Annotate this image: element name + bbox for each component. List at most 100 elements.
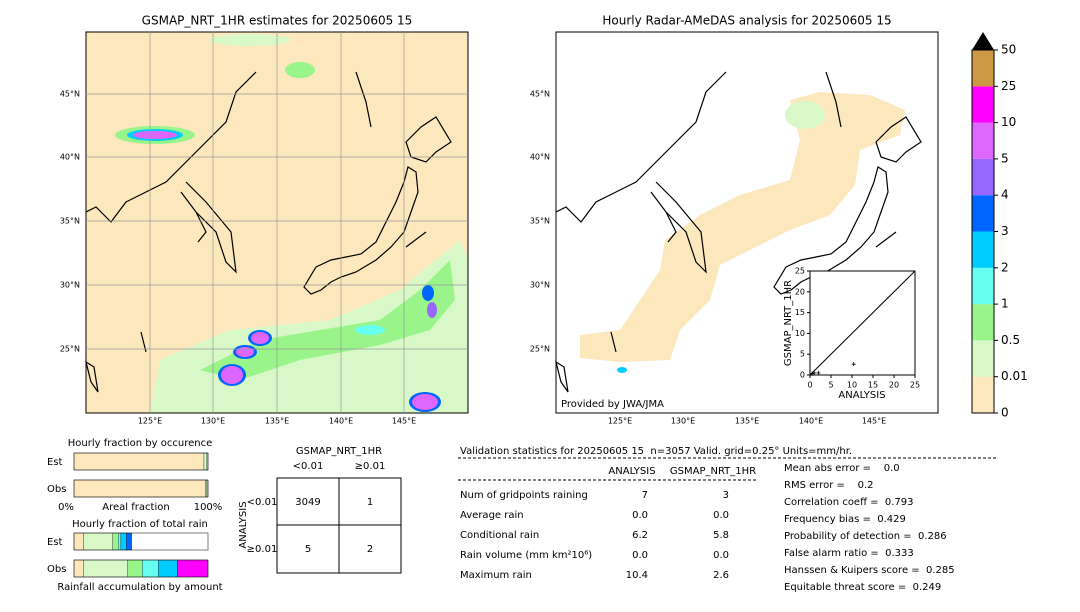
lon-label: 135°E xyxy=(265,417,289,426)
x-tick-label: 0 xyxy=(807,381,812,390)
fraction-segment xyxy=(112,532,119,551)
row-label: Conditional rain xyxy=(460,530,539,541)
col-label: <0.01 xyxy=(293,461,324,472)
lon-label: 140°E xyxy=(799,417,823,426)
lon-label: 145°E xyxy=(392,417,416,426)
colorbar-segment xyxy=(972,267,994,305)
row-label: Rain volume (mm km²10⁶) xyxy=(460,550,592,561)
lat-label: 40°N xyxy=(60,153,80,162)
y-tick-label: 20 xyxy=(795,287,805,296)
lat-label: 30°N xyxy=(530,281,550,290)
score: Mean abs error = 0.0 xyxy=(784,463,900,474)
colorbar-segment xyxy=(972,376,994,413)
fraction-segment xyxy=(142,559,159,578)
x-axis-label: 100% xyxy=(194,502,223,513)
bar-frame xyxy=(73,532,209,551)
fraction-segment xyxy=(73,559,84,578)
x-axis-label: ANALYSIS xyxy=(838,390,885,401)
fraction-segment xyxy=(73,479,206,498)
row-label: Maximum rain xyxy=(460,570,532,581)
lat-label: 25°N xyxy=(60,345,80,354)
point xyxy=(808,373,812,377)
colorbar-segment xyxy=(972,304,994,341)
bar-frame xyxy=(73,479,209,498)
lon-label: 125°E xyxy=(608,417,632,426)
stats-title: Validation statistics for 20250605 15 n=… xyxy=(460,446,852,457)
fraction-segment xyxy=(73,532,84,551)
lat-label: 30°N xyxy=(60,281,80,290)
colorbar-label: 25 xyxy=(1001,79,1016,93)
lon-label: 130°E xyxy=(201,417,225,426)
y-tick-label: 10 xyxy=(795,329,805,338)
colorbar-segment xyxy=(972,231,994,268)
right-map: Provided by JWA/JMA xyxy=(555,31,939,414)
fraction-segment xyxy=(83,559,128,578)
colorbar-segment xyxy=(972,86,994,123)
table-title: GSMAP_NRT_1HR xyxy=(296,446,382,457)
point xyxy=(810,371,815,376)
x-tick-label: 15 xyxy=(868,381,878,390)
colorbar-label: 4 xyxy=(1001,188,1009,202)
col-header: ANALYSIS xyxy=(608,466,655,477)
x-tick-label: 25 xyxy=(910,381,920,390)
fraction-segment xyxy=(83,532,114,551)
lat-label: 25°N xyxy=(530,345,550,354)
y-axis-label: GSMAP_NRT_1HR xyxy=(783,280,794,366)
y-tick-label: 5 xyxy=(800,350,805,359)
fraction-segment xyxy=(73,452,205,471)
fraction-segment xyxy=(127,559,143,578)
bar-frame xyxy=(73,452,209,471)
colorbar-label: 2 xyxy=(1001,260,1009,274)
colorbar-label: 50 xyxy=(1001,43,1016,57)
row-label: ≥0.01 xyxy=(247,544,278,555)
lat-label: 45°N xyxy=(530,90,550,99)
col-label: ≥0.01 xyxy=(355,461,386,472)
colorbar-label: 5 xyxy=(1001,151,1009,165)
colorbar-label: 0.01 xyxy=(1001,369,1028,383)
cell: 0.0 xyxy=(713,550,729,561)
cell: 7 xyxy=(642,490,648,501)
colorbar-label: 3 xyxy=(1001,224,1009,238)
score: Frequency bias = 0.429 xyxy=(784,514,906,525)
side-label: ANALYSIS xyxy=(238,501,249,548)
table-cell: 2 xyxy=(367,544,373,555)
cell: 3 xyxy=(723,490,729,501)
score: Probability of detection = 0.286 xyxy=(784,531,947,542)
colorbar-label: 10 xyxy=(1001,115,1016,129)
col-header: GSMAP_NRT_1HR xyxy=(670,466,756,477)
colorbar-segment xyxy=(972,50,994,87)
row-label: <0.01 xyxy=(247,497,278,508)
score: Correlation coeff = 0.793 xyxy=(784,497,914,508)
chart-title: Hourly fraction of total rain xyxy=(72,519,208,530)
x-axis-label: 0% xyxy=(58,502,74,513)
colorbar-label: 0.5 xyxy=(1001,333,1020,347)
lon-label: 140°E xyxy=(329,417,353,426)
fraction-segment xyxy=(205,479,207,498)
lat-label: 40°N xyxy=(530,153,550,162)
table-cell: 3049 xyxy=(295,497,320,508)
cell: 6.2 xyxy=(632,530,648,541)
row-label: Est xyxy=(47,537,63,548)
fraction-segment xyxy=(126,532,132,551)
lon-label: 135°E xyxy=(735,417,759,426)
row-label: Obs xyxy=(47,564,66,575)
cell: 10.4 xyxy=(626,570,648,581)
row-label: Num of gridpoints raining xyxy=(460,490,588,501)
lat-label: 35°N xyxy=(60,217,80,226)
right-map-title: Hourly Radar-AMeDAS analysis for 2025060… xyxy=(602,14,891,28)
credit: Provided by JWA/JMA xyxy=(561,399,664,410)
y-tick-label: 0 xyxy=(800,371,805,380)
cell: 0.0 xyxy=(632,550,648,561)
x-tick-label: 20 xyxy=(889,381,899,390)
point xyxy=(812,370,817,375)
table-cell: 5 xyxy=(305,544,311,555)
colorbar-label: 1 xyxy=(1001,297,1009,311)
lon-label: 125°E xyxy=(138,417,162,426)
fraction-segment xyxy=(118,532,122,551)
point xyxy=(851,362,856,367)
x-tick-label: 5 xyxy=(828,381,833,390)
y-tick-label: 25 xyxy=(795,267,805,276)
cell: 0.0 xyxy=(632,510,648,521)
lat-label: 35°N xyxy=(530,217,550,226)
